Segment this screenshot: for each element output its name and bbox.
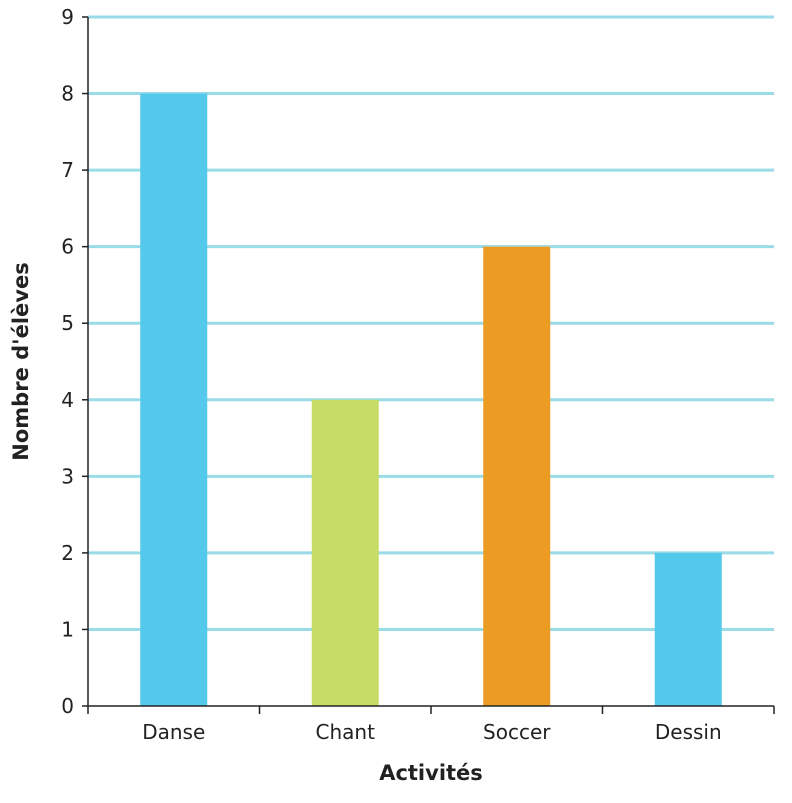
y-tick-label: 6 (61, 235, 74, 259)
y-tick-label: 5 (61, 311, 74, 335)
y-axis-ticks: 0 1 2 3 4 5 6 7 8 9 (61, 5, 88, 718)
y-tick-label: 4 (61, 388, 74, 412)
y-tick-label: 9 (61, 5, 74, 29)
y-tick-label: 1 (61, 617, 74, 641)
bar-soccer (483, 246, 551, 706)
x-axis-ticks: Danse Chant Soccer Dessin (87, 706, 775, 744)
x-tick-label: Soccer (483, 720, 551, 744)
y-tick-label: 3 (61, 464, 74, 488)
x-tick-label: Dessin (655, 720, 722, 744)
bar-danse (140, 93, 208, 707)
y-tick-label: 8 (61, 82, 74, 106)
y-tick-label: 2 (61, 541, 74, 565)
bar-dessin (654, 552, 722, 706)
bars (140, 93, 722, 707)
x-axis-title: Activités (379, 761, 483, 785)
x-tick-label: Danse (142, 720, 205, 744)
x-tick-label: Chant (316, 720, 376, 744)
bar-chant (311, 399, 379, 706)
y-axis-title: Nombre d'élèves (9, 262, 33, 460)
y-tick-label: 7 (61, 158, 74, 182)
y-tick-label: 0 (61, 694, 74, 718)
